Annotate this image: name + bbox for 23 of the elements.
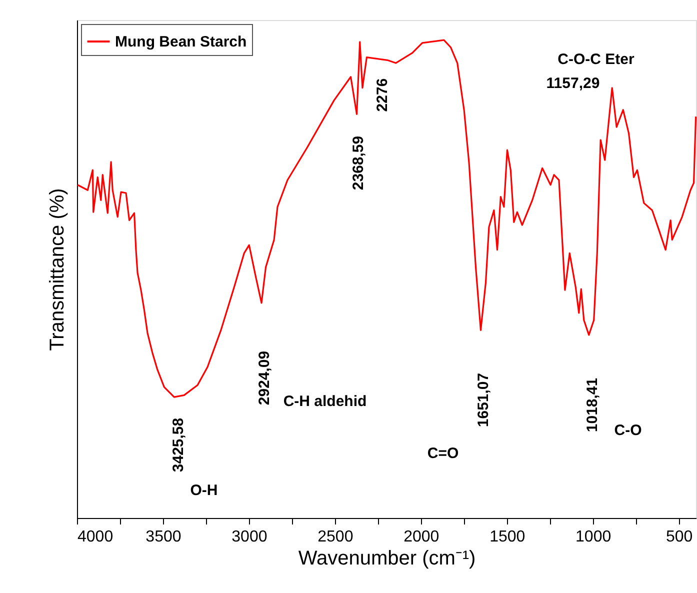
x-tick-label: 1500: [490, 528, 526, 546]
annotation: C-O-C Eter: [558, 51, 634, 68]
x-tick-label: 3000: [232, 528, 268, 546]
x-tick-label: 1000: [576, 528, 612, 546]
annotation: 2276: [374, 78, 391, 112]
x-axis-title: Wavenumber (cm⁻¹): [298, 548, 476, 570]
annotation: C-O: [614, 422, 642, 439]
annotation: 2368,59: [350, 136, 367, 190]
x-tick-label: 500: [666, 528, 693, 546]
x-tick-label: 3500: [146, 528, 182, 546]
x-tick-label: 4000: [78, 528, 114, 546]
annotation: C=O: [427, 445, 459, 462]
annotation: 2924,09: [256, 350, 273, 406]
annotation: 1018,41: [584, 378, 601, 432]
annotation: 1651,07: [475, 372, 492, 428]
x-tick-label: 2000: [404, 528, 440, 546]
annotation: C-H aldehid: [283, 393, 367, 410]
annotation: 1157,29: [546, 75, 600, 92]
y-axis-title: Transmittance (%): [46, 188, 68, 351]
x-tick-label: 2500: [318, 528, 354, 546]
annotation: O-H: [190, 482, 218, 499]
legend-label: Mung Bean Starch: [115, 34, 247, 50]
annotation: 3425,58: [170, 418, 187, 472]
